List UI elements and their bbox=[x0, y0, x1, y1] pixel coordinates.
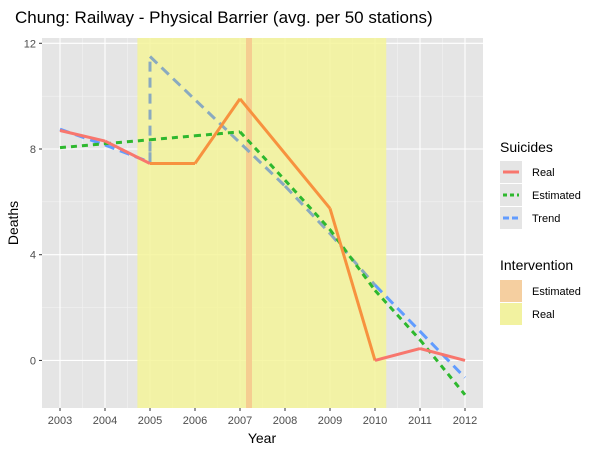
legend-label-trend: Trend bbox=[532, 213, 560, 225]
series-estimated-segment bbox=[59, 142, 106, 150]
legend-key-intervention-real bbox=[500, 303, 522, 325]
intervention-estimated-band bbox=[246, 38, 252, 408]
series-real-segment bbox=[59, 129, 106, 143]
series-estimated-segment bbox=[238, 130, 287, 182]
series-real-segment bbox=[104, 139, 151, 165]
series-estimated-segment bbox=[104, 138, 151, 146]
series-estimated-segment bbox=[283, 179, 332, 231]
legend-key-intervention-estimated bbox=[500, 280, 522, 302]
series-estimated-segment bbox=[149, 134, 196, 142]
series-real-segment bbox=[328, 208, 377, 361]
y-axis-ticks: 0 4 8 12 bbox=[24, 38, 42, 367]
x-axis-ticks: 2003 2004 2005 2006 2007 2008 2009 2010 2011 2012 bbox=[48, 408, 477, 427]
series-lines bbox=[59, 55, 467, 396]
x-tick-label: 2009 bbox=[318, 415, 342, 427]
y-tick-label: 0 bbox=[30, 355, 36, 367]
legend: Suicides Real Estimated Trend Intervention Es… bbox=[500, 139, 581, 325]
series-real-segment bbox=[193, 97, 242, 165]
legend-label-intervention-estimated: Estimated bbox=[532, 286, 581, 298]
legend-label-intervention-real: Real bbox=[532, 309, 555, 321]
series-real-segment bbox=[374, 347, 421, 362]
series-real-segment bbox=[419, 347, 466, 362]
legend-title-suicides: Suicides bbox=[500, 139, 553, 155]
x-tick-label: 2007 bbox=[228, 415, 252, 427]
legend-title-intervention: Intervention bbox=[500, 257, 573, 273]
legend-label-real: Real bbox=[532, 167, 555, 179]
intervention-real-band bbox=[137, 38, 387, 408]
series-estimated-segment bbox=[328, 228, 377, 292]
intervention-bands bbox=[137, 38, 387, 408]
legend-label-estimated: Estimated bbox=[532, 190, 581, 202]
x-tick-label: 2010 bbox=[363, 415, 387, 427]
chart-title: Chung: Railway - Physical Barrier (avg. … bbox=[15, 8, 433, 27]
legend-key-bg bbox=[500, 207, 522, 229]
x-tick-label: 2006 bbox=[183, 415, 207, 427]
x-axis-title: Year bbox=[248, 430, 277, 446]
y-axis-title: Deaths bbox=[5, 201, 21, 245]
y-tick-label: 4 bbox=[30, 250, 36, 262]
series-trend-segment bbox=[373, 284, 422, 333]
y-tick-label: 12 bbox=[24, 38, 36, 50]
series-estimated-segment bbox=[373, 289, 422, 341]
x-tick-label: 2008 bbox=[273, 415, 297, 427]
x-tick-label: 2011 bbox=[408, 415, 432, 427]
series-trend-segment bbox=[283, 184, 332, 235]
series-estimated-segment bbox=[194, 130, 241, 138]
x-tick-label: 2003 bbox=[48, 415, 72, 427]
x-tick-label: 2004 bbox=[93, 415, 117, 427]
x-tick-label: 2005 bbox=[138, 415, 162, 427]
series-real-segment bbox=[238, 97, 332, 210]
y-tick-label: 8 bbox=[30, 144, 36, 156]
x-tick-label: 2012 bbox=[453, 415, 477, 427]
